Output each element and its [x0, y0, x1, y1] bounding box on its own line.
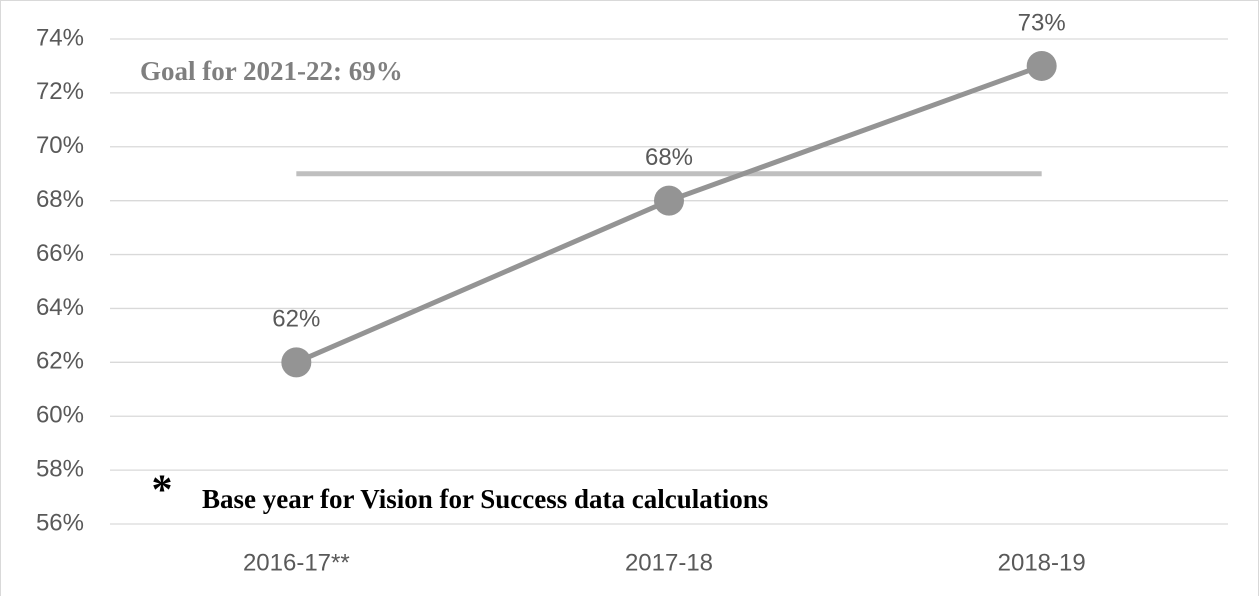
data-label: 73%: [1018, 9, 1066, 36]
asterisk: *: [152, 468, 173, 514]
y-tick-label: 72%: [36, 78, 84, 105]
y-tick-label: 66%: [36, 240, 84, 267]
data-point: [1026, 50, 1057, 81]
data-point: [654, 185, 684, 216]
y-tick-label: 64%: [36, 294, 84, 321]
y-tick-label: 74%: [36, 24, 84, 51]
y-tick-label: 68%: [36, 186, 84, 213]
data-label: 62%: [272, 306, 320, 333]
y-tick-label: 62%: [36, 348, 84, 375]
x-tick-label: 2017-18: [625, 549, 713, 576]
y-tick-label: 56%: [36, 509, 84, 536]
y-tick-label: 60%: [36, 402, 84, 429]
x-tick-label: 2018-19: [998, 549, 1086, 576]
y-tick-label: 70%: [36, 132, 84, 159]
goal-annotation: Goal for 2021-22: 69%: [140, 56, 403, 86]
data-label: 68%: [645, 144, 693, 171]
data-point: [281, 347, 312, 378]
footnote: Base year for Vision for Success data ca…: [202, 484, 768, 514]
x-tick-label: 2016-17**: [243, 549, 350, 576]
y-tick-label: 58%: [36, 455, 84, 482]
